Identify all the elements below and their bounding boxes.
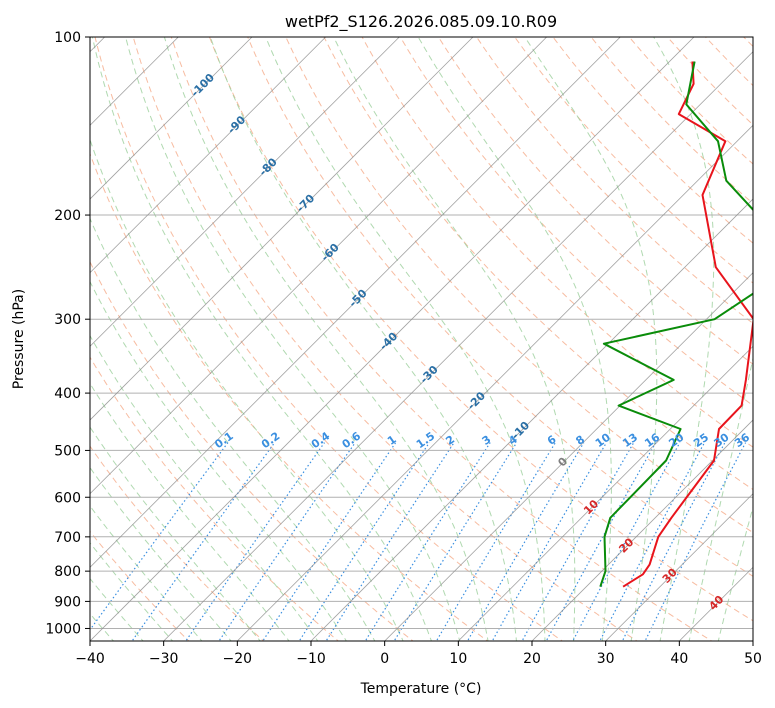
- mixing-ratio-line: [644, 442, 747, 641]
- mixing-ratio-line: [393, 442, 518, 641]
- x-tick-label: 20: [523, 651, 541, 667]
- mixing-ratio-lines: [90, 442, 747, 641]
- isotherm-gridlines: [90, 37, 753, 641]
- temperature-line: [622, 61, 753, 588]
- pressure-gridlines: [90, 37, 753, 629]
- isotherm-gridline: [531, 419, 753, 641]
- dry-adiabat-line: [90, 152, 489, 641]
- mixing-ratio-line: [521, 442, 635, 641]
- y-tick-label: 800: [54, 564, 81, 580]
- x-tick-label: 30: [597, 651, 615, 667]
- isotherm-gridline: [237, 124, 753, 641]
- x-tick-label: 10: [449, 651, 467, 667]
- y-tick-label: 200: [54, 208, 81, 224]
- isotherm-gridline: [458, 345, 753, 641]
- isotherm-gridline: [384, 272, 753, 641]
- mixing-ratio-line: [545, 442, 657, 641]
- isotherm-gridline: [90, 37, 400, 347]
- isotherm-gridline: [90, 37, 326, 274]
- mixing-ratio-line: [218, 442, 356, 641]
- y-tick-label: 900: [54, 594, 81, 610]
- x-tick-label: −10: [296, 651, 326, 667]
- x-tick-label: −30: [149, 651, 179, 667]
- isotherm-gridline: [310, 198, 753, 641]
- y-axis-label: Pressure (hPa): [11, 289, 27, 389]
- y-tick-label: 400: [54, 386, 81, 402]
- x-tick-label: −40: [75, 651, 105, 667]
- dewpoint-line: [599, 61, 753, 588]
- y-tick-label: 300: [54, 312, 81, 328]
- mixing-ratio-line: [364, 442, 491, 641]
- x-tick-label: 0: [380, 651, 389, 667]
- isotherm-gridline: [163, 51, 753, 641]
- mixing-ratio-line: [262, 442, 397, 641]
- mixing-ratio-line: [298, 442, 430, 641]
- y-axis: 100 200 300 400 500 600 700 800 900 1000: [45, 30, 90, 637]
- mixing-ratio-line: [185, 442, 325, 641]
- chart-title: wetPf2_S126.2026.085.09.10.R09: [285, 12, 557, 32]
- mixing-ratio-line: [435, 442, 556, 641]
- y-tick-label: 500: [54, 443, 81, 459]
- x-tick-label: 40: [670, 651, 688, 667]
- isotherm-gridline: [90, 37, 474, 421]
- isotherm-gridline: [90, 37, 695, 641]
- x-axis: −40 −30 −20 −10 0 10 20 30 40 50: [75, 641, 762, 667]
- y-tick-label: 700: [54, 530, 81, 546]
- y-tick-label: 1000: [45, 621, 81, 637]
- x-tick-label: 50: [744, 651, 762, 667]
- sounding-series: [599, 61, 753, 588]
- mixing-ratio-line: [325, 442, 455, 641]
- isotherm-gridline: [90, 37, 547, 495]
- isotherm-gridline: [90, 37, 621, 568]
- y-tick-label: 600: [54, 490, 81, 506]
- x-tick-label: −20: [223, 651, 253, 667]
- isotherm-gridline: [605, 493, 753, 641]
- moist-adiabat-line: [90, 217, 376, 641]
- x-axis-label: Temperature (°C): [360, 681, 482, 697]
- isotherm-gridline: [90, 37, 253, 200]
- mixing-ratio-line: [90, 442, 229, 631]
- dry-adiabat-line: [90, 260, 414, 641]
- y-tick-label: 100: [54, 30, 81, 46]
- plot-frame: [89, 36, 754, 642]
- moist-adiabat-line: [90, 138, 404, 641]
